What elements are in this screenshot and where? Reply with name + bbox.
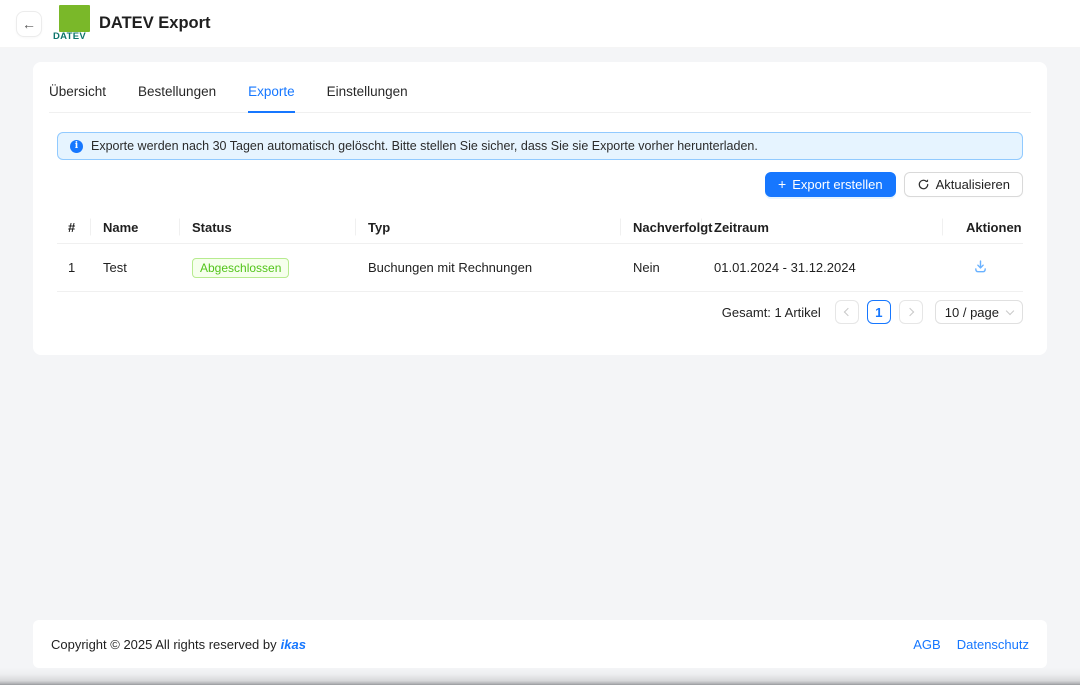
- reload-icon: [917, 178, 930, 191]
- actions-row: + Export erstellen Aktualisieren: [57, 172, 1023, 197]
- column-header-typ: Typ: [368, 220, 633, 235]
- cell-typ: Buchungen mit Rechnungen: [368, 260, 533, 275]
- tab-bestellungen[interactable]: Bestellungen: [138, 84, 217, 99]
- column-header-name: Name: [103, 220, 192, 235]
- agb-link[interactable]: AGB: [913, 636, 941, 652]
- app-header: ← DATEV DATEV Export: [0, 0, 1080, 48]
- datev-logo-wordmark: DATEV: [53, 30, 86, 42]
- column-header-zeitraum: Zeitraum: [714, 220, 955, 235]
- column-header-index: #: [57, 220, 103, 235]
- tab-uebersicht[interactable]: Übersicht: [49, 84, 107, 99]
- cell-nachverfolgt: Nein: [633, 260, 660, 275]
- window-bottom-edge: [0, 668, 1080, 685]
- datenschutz-link[interactable]: Datenschutz: [956, 636, 1029, 652]
- create-export-button[interactable]: + Export erstellen: [765, 172, 896, 197]
- plus-icon: +: [778, 176, 787, 192]
- pagination: Gesamt: 1 Artikel 1 10 / page: [57, 300, 1023, 324]
- copyright-prefix: Copyright © 2025 All rights reserved by: [51, 636, 277, 652]
- pagination-prev-button[interactable]: [834, 300, 859, 324]
- page-size-select[interactable]: 10 / page: [934, 300, 1023, 324]
- refresh-label: Aktualisieren: [935, 177, 1010, 192]
- download-button[interactable]: [973, 259, 988, 274]
- tab-exporte[interactable]: Exporte: [248, 84, 295, 113]
- exports-table: # Name Status Typ Nachverfolgt Zeitraum …: [57, 211, 1023, 292]
- status-badge: Abgeschlossen: [192, 257, 290, 278]
- info-alert: i Exporte werden nach 30 Tagen automatis…: [57, 132, 1023, 160]
- refresh-button[interactable]: Aktualisieren: [903, 172, 1023, 197]
- pagination-next-button[interactable]: [898, 300, 923, 324]
- copyright-text: Copyright © 2025 All rights reserved by i…: [51, 637, 306, 652]
- chevron-right-icon: [905, 307, 915, 317]
- download-icon: [973, 259, 988, 274]
- info-circle-icon: i: [70, 139, 83, 153]
- cell-aktionen: [955, 259, 1023, 277]
- page-footer: Copyright © 2025 All rights reserved by i…: [33, 620, 1047, 668]
- table-row: 1 Test Abgeschlossen Buchungen mit Rechn…: [57, 244, 1023, 292]
- content-card: Übersicht Bestellungen Exporte Einstellu…: [33, 62, 1047, 355]
- pagination-page-1[interactable]: 1: [866, 300, 891, 324]
- cell-index: 1: [68, 260, 76, 275]
- column-header-nachverfolgt: Nachverfolgt: [633, 219, 713, 235]
- create-export-label: Export erstellen: [792, 177, 883, 192]
- chevron-left-icon: [843, 307, 853, 317]
- footer-links: AGB Datenschutz: [913, 637, 1029, 652]
- tab-einstellungen[interactable]: Einstellungen: [326, 84, 408, 99]
- cell-status: Abgeschlossen: [192, 257, 368, 278]
- info-alert-text: Exporte werden nach 30 Tagen automatisch…: [91, 139, 758, 153]
- brand-link[interactable]: ikas: [280, 636, 306, 652]
- cell-name: Test: [103, 260, 127, 275]
- chevron-down-icon: [1005, 306, 1015, 315]
- column-header-status: Status: [192, 220, 368, 235]
- cell-zeitraum: 01.01.2024 - 31.12.2024: [714, 260, 856, 275]
- pagination-total: Gesamt: 1 Artikel: [721, 304, 821, 320]
- table-header-row: # Name Status Typ Nachverfolgt Zeitraum …: [57, 211, 1023, 244]
- back-button[interactable]: ←: [16, 10, 42, 37]
- page-size-value: 10 / page: [944, 304, 999, 320]
- arrow-left-icon: ←: [22, 15, 36, 32]
- datev-logo: DATEV: [53, 4, 91, 43]
- tabs-bar: Übersicht Bestellungen Exporte Einstellu…: [49, 62, 1031, 113]
- column-header-aktionen: Aktionen: [966, 219, 1022, 235]
- page-title: DATEV Export: [99, 14, 211, 32]
- datev-logo-square: [59, 4, 90, 32]
